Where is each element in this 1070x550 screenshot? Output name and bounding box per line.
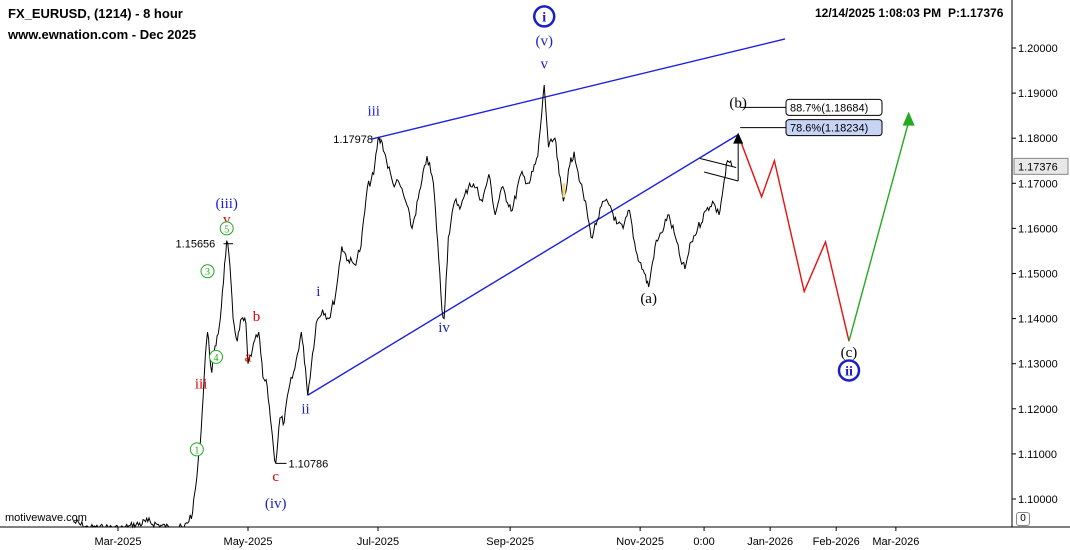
wave-label: v	[223, 212, 231, 228]
price-level-label: 1.15656	[176, 239, 216, 251]
price-level-label: 1.10786	[288, 458, 328, 470]
projection-down-path	[737, 134, 850, 342]
chart-symbol-title: FX_EURUSD, (1214) - 8 hour	[8, 6, 183, 21]
circled-wave-marker	[532, 5, 556, 28]
highlight-marker	[562, 183, 566, 198]
wave-annotations: 88.7%(1.18684)78.6%(1.18234)iiiv(iii)abc…	[189, 5, 883, 512]
wave-label: (v)	[535, 34, 553, 50]
channel-lines	[307, 38, 786, 396]
projection-up-path	[848, 121, 910, 342]
x-tick-label: Nov-2025	[616, 536, 664, 548]
wave-label: c	[272, 469, 279, 485]
chart-site-title: www.ewnation.com - Dec 2025	[8, 27, 197, 42]
wave-label: iii	[367, 104, 380, 120]
y-tick-label: 1.14000	[1018, 314, 1058, 326]
circled-wave-marker	[200, 264, 215, 279]
fib-level-box	[785, 98, 883, 116]
brand-watermark: motivewave.com	[5, 512, 87, 524]
mini-channel-line	[704, 171, 739, 182]
circled-wave-label: 5	[224, 224, 229, 235]
mini-channel-line	[700, 158, 737, 169]
x-tick-label: 0:00	[693, 536, 714, 548]
circled-wave-marker	[209, 349, 224, 364]
x-tick-label: May-2025	[224, 536, 273, 548]
current-price-tag	[1013, 157, 1069, 175]
y-tick-label: 1.10000	[1018, 494, 1058, 506]
wave-label: ii	[301, 401, 309, 417]
wave-label: (b)	[729, 96, 747, 112]
y-tick-label: 1.12000	[1018, 404, 1058, 416]
x-tick-label: Mar-2025	[94, 536, 141, 548]
circled-wave-marker	[189, 442, 204, 457]
price-series: 1.17978 1.15656 1.10786	[73, 84, 733, 529]
fib-level-label: 88.7%(1.18684)	[790, 102, 868, 114]
y-tick-label: 1.16000	[1018, 223, 1058, 235]
circled-wave-marker	[837, 359, 861, 382]
wave-label: v	[540, 56, 548, 72]
fib-level-box	[785, 119, 883, 137]
y-tick-label: 1.11000	[1018, 449, 1057, 461]
y-tick-label: 1.15000	[1018, 269, 1058, 281]
x-tick-label: Jul-2025	[357, 536, 399, 548]
wave-label: iii	[195, 377, 208, 393]
x-tick-label: Sep-2025	[486, 536, 534, 548]
channel-upper-line	[371, 38, 786, 140]
y-tick-label: 1.13000	[1018, 359, 1058, 371]
datetime-readout: 12/14/2025 1:08:03 PM	[815, 6, 942, 20]
circled-wave-label: 4	[214, 353, 219, 364]
wave-label: (iii)	[215, 196, 238, 212]
circled-wave-label: 3	[205, 267, 210, 278]
projection-paths	[700, 111, 915, 342]
y-tick-label: 1.17000	[1018, 178, 1058, 190]
circled-wave-label: 1	[194, 445, 199, 456]
wave-label: (c)	[841, 345, 858, 361]
price-level-label: 1.17978	[333, 134, 373, 146]
fib-level-label: 78.6%(1.18234)	[790, 123, 868, 135]
circled-wave-label: ii	[845, 364, 853, 379]
x-tick-label: Jan-2026	[747, 536, 793, 548]
wave-label: b	[253, 309, 261, 325]
channel-lower-line	[307, 133, 739, 396]
wave-label: (iv)	[265, 496, 287, 512]
x-tick-label: Mar-2026	[872, 536, 919, 548]
zoom-reset-button[interactable]: 0	[1016, 512, 1030, 526]
price-line	[73, 84, 733, 529]
price-readout: P:1.17376	[948, 6, 1004, 20]
wave-label: iv	[438, 320, 450, 336]
x-tick-label: Feb-2026	[813, 536, 860, 548]
wave-label: i	[316, 284, 320, 300]
wave-label: a	[245, 349, 252, 365]
y-tick-label: 1.18000	[1018, 133, 1058, 145]
current-price-label: 1.17376	[1018, 161, 1058, 173]
projection-up-arrowhead	[902, 111, 915, 126]
wave-label: (a)	[640, 291, 657, 307]
y-tick-label: 1.19000	[1018, 88, 1058, 100]
y-tick-label: 1.20000	[1018, 43, 1058, 55]
circled-wave-label: i	[542, 10, 546, 25]
circled-wave-marker	[219, 221, 234, 236]
